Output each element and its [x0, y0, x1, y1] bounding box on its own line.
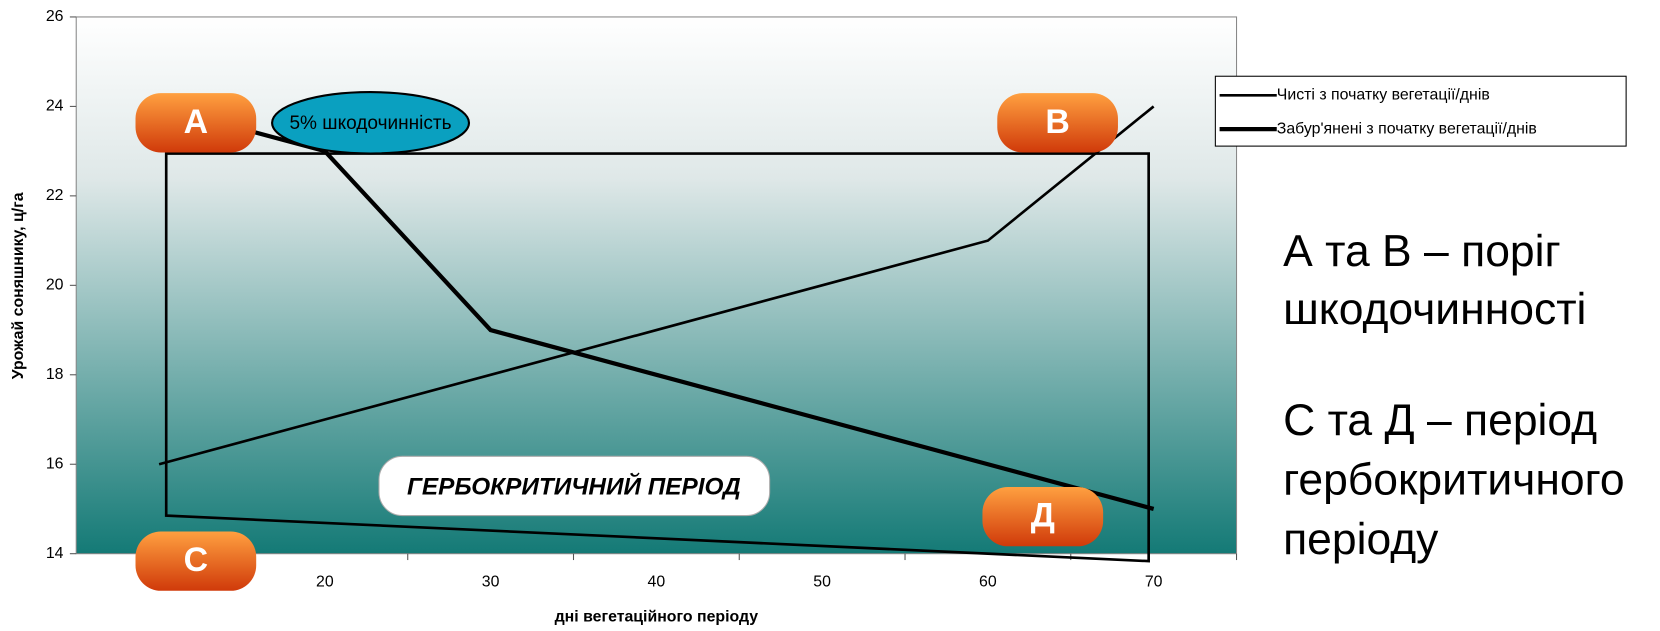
pill-label: С	[184, 541, 208, 579]
x-tick-label: 30	[482, 573, 500, 590]
note-line: А та В – поріг	[1283, 227, 1561, 276]
pill-label: А	[184, 103, 208, 141]
legend-label: Чисті з початку вегетації/днів	[1277, 86, 1490, 103]
legend	[1214, 75, 1627, 147]
y-tick-label: 16	[46, 455, 64, 472]
pill	[135, 531, 257, 591]
note-line: гербокритичного	[1283, 456, 1624, 505]
note-line: періоду	[1283, 515, 1439, 564]
y-tick-label: 22	[46, 187, 64, 204]
x-tick-label: 20	[316, 573, 334, 590]
x-tick-label: 50	[813, 573, 831, 590]
bubble-label: 5% шкодочинність	[289, 113, 451, 134]
pill	[135, 93, 257, 153]
y-axis-title: Урожай соняшнику, ц/га	[10, 192, 27, 379]
y-tick-label: 26	[46, 8, 64, 25]
pill	[997, 93, 1118, 153]
y-tick-label: 18	[46, 366, 64, 383]
series-line	[158, 105, 1155, 466]
y-tick-label: 20	[46, 277, 64, 294]
y-tick-label: 24	[46, 98, 64, 115]
bubble	[271, 91, 471, 155]
period-label: ГЕРБОКРИТИЧНИЙ ПЕРІОД	[407, 471, 741, 500]
note-line: шкодочинності	[1283, 285, 1586, 334]
x-tick-label: 70	[1145, 573, 1163, 590]
note-line: С та Д – період	[1283, 396, 1597, 445]
pill-label: В	[1045, 103, 1069, 141]
legend-label: Забур'янені з початку вегетації/днів	[1277, 120, 1537, 137]
period-box	[378, 455, 771, 517]
y-tick-label: 14	[46, 545, 64, 562]
period-frame	[164, 152, 1150, 563]
x-axis-title: дні вегетаційного періоду	[555, 608, 759, 625]
x-tick-label: 40	[648, 573, 666, 590]
x-tick-label: 60	[979, 573, 997, 590]
pill	[982, 487, 1104, 547]
pill-label: Д	[1031, 497, 1055, 535]
